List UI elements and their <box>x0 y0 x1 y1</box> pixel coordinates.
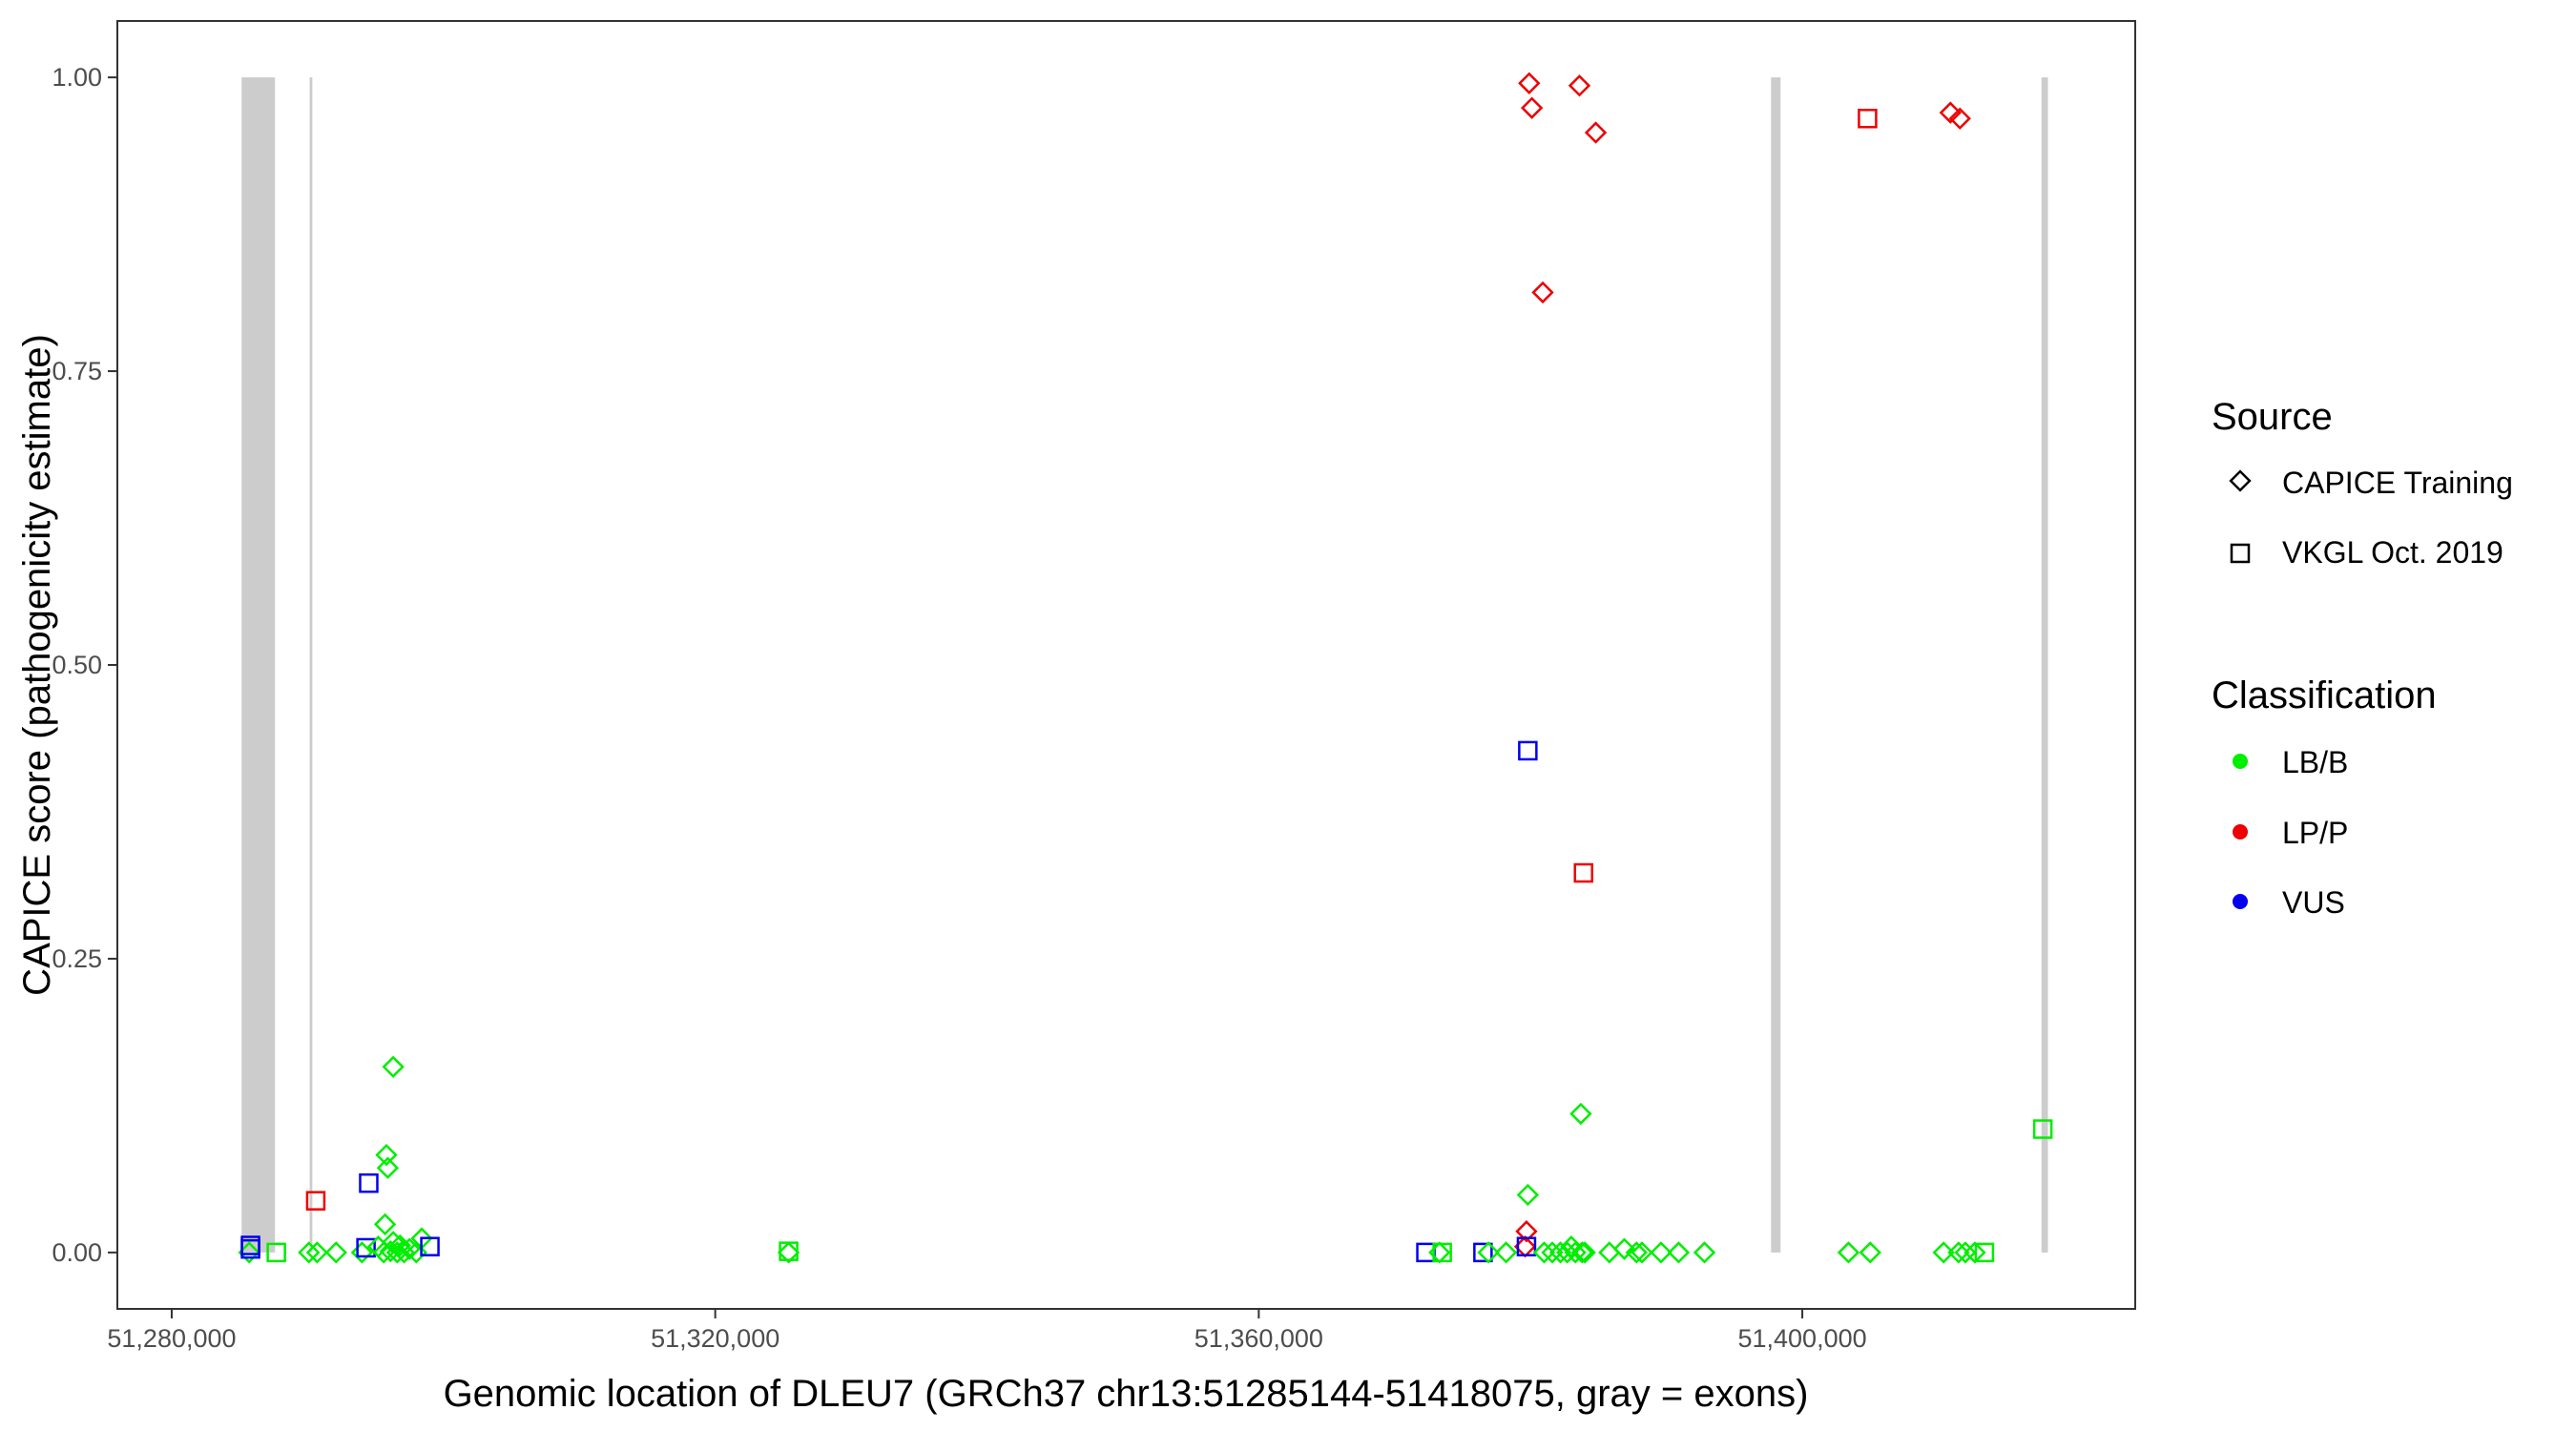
point-vkgl <box>359 1172 379 1193</box>
point-vkgl <box>420 1236 440 1256</box>
point-capice-training <box>1693 1241 1716 1264</box>
y-tick-label: 0.00 <box>52 1238 102 1267</box>
point-capice-training <box>1667 1241 1691 1264</box>
point-capice-training <box>1531 280 1554 304</box>
point-vkgl <box>1516 1236 1537 1256</box>
point-capice-training <box>1584 121 1608 144</box>
exon-band <box>309 77 313 1253</box>
point-capice-training <box>1568 74 1591 97</box>
exon-bands <box>241 77 2048 1253</box>
point-vkgl <box>266 1242 286 1263</box>
point-capice-training <box>1598 1241 1621 1264</box>
point-capice-training <box>1570 1241 1594 1264</box>
x-axis-title: Genomic location of DLEU7 (GRCh37 chr13:… <box>444 1373 1809 1415</box>
point-capice-training <box>1569 1102 1592 1126</box>
point-vkgl <box>1432 1242 1452 1263</box>
legend-dot-lbb <box>2233 754 2248 769</box>
point-vkgl <box>779 1241 799 1261</box>
point-capice-training <box>1520 96 1544 119</box>
point-vkgl <box>356 1237 376 1258</box>
y-tick-label: 0.75 <box>52 357 102 385</box>
legend-source-label-capice: CAPICE Training <box>2282 466 2513 500</box>
point-capice-training <box>1631 1241 1653 1264</box>
point-capice-training <box>1859 1241 1881 1264</box>
point-vkgl <box>1974 1242 1995 1263</box>
y-tick-label: 1.00 <box>52 63 102 92</box>
legend-diamond-key <box>2229 469 2252 492</box>
legend-source-title: Source <box>2212 396 2333 438</box>
y-tick-label: 0.25 <box>52 944 102 973</box>
exon-band <box>2041 77 2048 1253</box>
point-capice-training <box>1513 1235 1537 1258</box>
point-vkgl <box>305 1191 326 1211</box>
point-capice-training <box>1518 72 1541 94</box>
point-capice-training <box>376 1156 400 1179</box>
point-capice-training <box>1947 1241 1970 1264</box>
point-capice-training <box>1939 101 1962 124</box>
y-tick-label: 0.50 <box>52 651 102 679</box>
point-capice-training <box>1548 1241 1572 1264</box>
point-capice-training <box>1516 1183 1540 1207</box>
point-capice-training <box>1515 1220 1538 1243</box>
exon-band <box>241 77 276 1253</box>
legend-classification-label-vus: VUS <box>2282 885 2345 920</box>
y-axis-title: CAPICE score (pathogenicity estimate) <box>16 334 58 996</box>
legend-classification-label-lbb: LB/B <box>2282 745 2348 779</box>
legend-square-key <box>2230 543 2251 564</box>
x-tick-label: 51,320,000 <box>651 1324 779 1353</box>
legend-source: Source CAPICE Training VKGL Oct. 2019 <box>2212 396 2513 570</box>
point-vkgl <box>1573 862 1594 883</box>
point-capice-training <box>1625 1241 1648 1264</box>
point-capice-training <box>1650 1241 1672 1264</box>
point-capice-training <box>1837 1241 1860 1264</box>
x-tick-label: 51,280,000 <box>107 1324 236 1353</box>
x-tick-label: 51,400,000 <box>1737 1324 1866 1353</box>
legend-dot-lpp <box>2233 824 2248 840</box>
legend-classification: Classification LB/B LP/P VUS <box>2212 674 2437 920</box>
point-capice-training <box>1948 107 1971 130</box>
point-capice-training <box>777 1241 800 1264</box>
legend-classification-title: Classification <box>2212 674 2437 716</box>
point-capice-training <box>324 1241 347 1264</box>
point-vkgl <box>240 1238 260 1259</box>
point-capice-training <box>1477 1241 1500 1264</box>
point-capice-training <box>1573 1241 1596 1264</box>
point-capice-training <box>373 1213 397 1235</box>
data-points <box>238 72 2053 1264</box>
y-axis: 0.00 0.25 0.50 0.75 1.00 <box>52 63 117 1267</box>
point-capice-training <box>410 1227 433 1250</box>
x-axis: 51,280,000 51,320,000 51,360,000 51,400,000 <box>107 1309 1867 1353</box>
x-tick-label: 51,360,000 <box>1195 1324 1323 1353</box>
point-capice-training <box>375 1143 398 1167</box>
point-capice-training <box>1494 1241 1518 1264</box>
point-capice-training <box>1932 1241 1955 1264</box>
point-capice-training <box>305 1241 329 1264</box>
point-capice-training <box>1963 1241 1986 1264</box>
legend-dot-vus <box>2233 894 2248 909</box>
point-vkgl <box>1858 108 1878 129</box>
point-capice-training <box>382 1055 405 1078</box>
legend-source-label-vkgl: VKGL Oct. 2019 <box>2282 535 2503 570</box>
point-vkgl <box>1518 740 1538 761</box>
point-vkgl <box>1473 1242 1493 1263</box>
legend-classification-label-lpp: LP/P <box>2282 816 2348 850</box>
exon-band <box>1771 77 1781 1253</box>
point-vkgl <box>2032 1119 2053 1139</box>
